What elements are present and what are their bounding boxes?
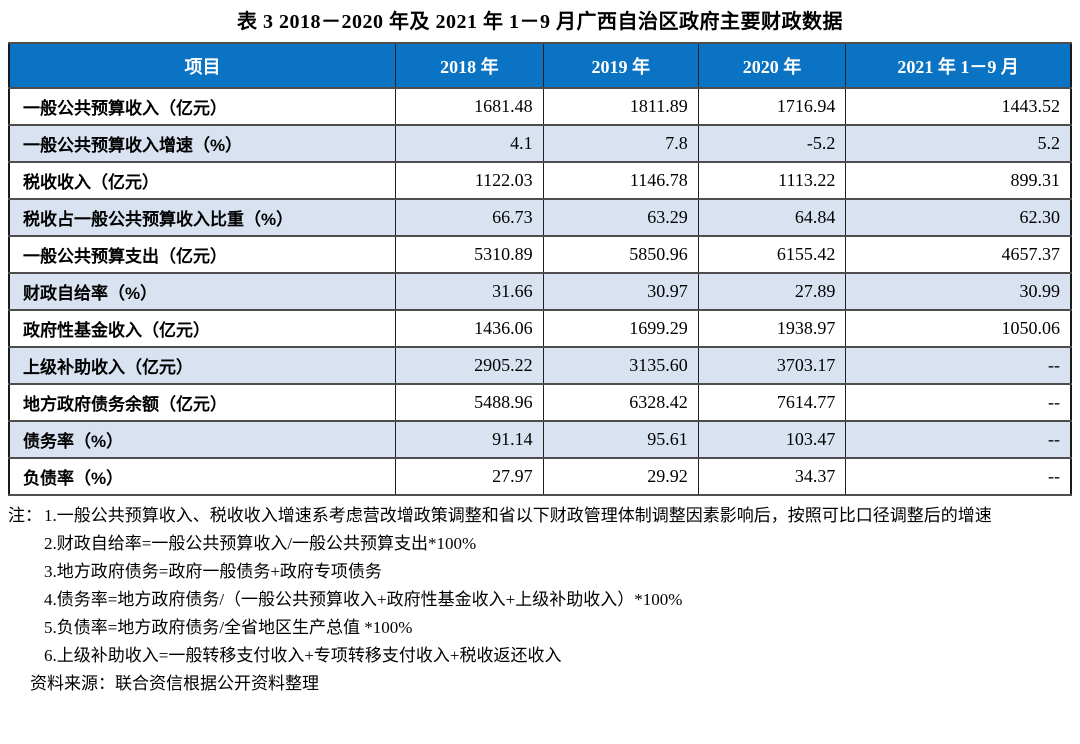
table-row-7: 上级补助收入（亿元） 2905.22 3135.60 3703.17 -- (8, 346, 1072, 385)
row-value: 63.29 (542, 198, 699, 237)
row-value: 34.37 (697, 457, 847, 496)
row-label: 负债率（%） (8, 457, 397, 496)
notes-prefix-label: 注： (8, 506, 42, 525)
row-value: 1113.22 (697, 161, 847, 200)
table-row-5: 财政自给率（%） 31.66 30.97 27.89 30.99 (8, 272, 1072, 311)
row-label: 一般公共预算收入增速（%） (8, 124, 397, 163)
column-header-1: 2018 年 (395, 42, 544, 89)
row-value: 4.1 (395, 124, 544, 163)
row-value: 1716.94 (697, 87, 847, 126)
row-value: 30.99 (845, 272, 1072, 311)
note-text-2: 2.财政自给率=一般公共预算收入/一般公共预算支出*100% (44, 534, 477, 553)
note-text-5: 5.负债率=地方政府债务/全省地区生产总值 *100% (44, 618, 413, 637)
table-row-8: 地方政府债务余额（亿元） 5488.96 6328.42 7614.77 -- (8, 383, 1072, 422)
report-page: 表 3 2018－2020 年及 2021 年 1－9 月广西自治区政府主要财政… (8, 11, 1072, 698)
row-value: 4657.37 (845, 235, 1072, 274)
table-title: 表 3 2018－2020 年及 2021 年 1－9 月广西自治区政府主要财政… (237, 11, 843, 33)
table-row-4: 一般公共预算支出（亿元） 5310.89 5850.96 6155.42 4657.37 (8, 235, 1072, 274)
row-label: 税收收入（亿元） (8, 161, 397, 200)
table-row-6: 政府性基金收入（亿元） 1436.06 1699.29 1938.97 1050.06 (8, 309, 1072, 348)
row-value: 5.2 (845, 124, 1072, 163)
row-value: 1699.29 (542, 309, 699, 348)
row-label: 地方政府债务余额（亿元） (8, 383, 397, 422)
table-header: 项目 2018 年 2019 年 2020 年 2021 年 1－9 月 (8, 42, 1072, 89)
column-header-2: 2019 年 (542, 42, 699, 89)
row-value: 7.8 (542, 124, 699, 163)
row-value: 1938.97 (697, 309, 847, 348)
row-value: 5850.96 (542, 235, 699, 274)
row-value: 3135.60 (542, 346, 699, 385)
row-value: 2905.22 (395, 346, 544, 385)
row-label: 上级补助收入（亿元） (8, 346, 397, 385)
row-value: 30.97 (542, 272, 699, 311)
row-label: 一般公共预算支出（亿元） (8, 235, 397, 274)
table-body: 一般公共预算收入（亿元） 1681.48 1811.89 1716.94 1443.52… (8, 87, 1072, 496)
row-value: 3703.17 (697, 346, 847, 385)
row-value: 6155.42 (697, 235, 847, 274)
row-value: 91.14 (395, 420, 544, 459)
row-label: 财政自给率（%） (8, 272, 397, 311)
row-value: 64.84 (697, 198, 847, 237)
row-value: 1436.06 (395, 309, 544, 348)
row-value: 1122.03 (395, 161, 544, 200)
row-value: -5.2 (697, 124, 847, 163)
data-source-line: 资料来源：联合资信根据公开资料整理 (30, 674, 319, 693)
table-row-9: 债务率（%） 91.14 95.61 103.47 -- (8, 420, 1072, 459)
row-label: 税收占一般公共预算收入比重（%） (8, 198, 397, 237)
row-value: 27.89 (697, 272, 847, 311)
notes-section: 注： 1.一般公共预算收入、税收收入增速系考虑营改增政策调整和省以下财政管理体制… (8, 502, 1072, 698)
row-value: 103.47 (697, 420, 847, 459)
row-value: -- (845, 420, 1072, 459)
note-text-3: 3.地方政府债务=政府一般债务+政府专项债务 (44, 562, 382, 581)
fiscal-data-table: 项目 2018 年 2019 年 2020 年 2021 年 1－9 月 一般公共预算收… (8, 42, 1072, 496)
row-value: 5488.96 (395, 383, 544, 422)
row-value: 31.66 (395, 272, 544, 311)
row-value: -- (845, 383, 1072, 422)
column-header-3: 2020 年 (697, 42, 847, 89)
table-row-2: 税收收入（亿元） 1122.03 1146.78 1113.22 899.31 (8, 161, 1072, 200)
table-row-1: 一般公共预算收入增速（%） 4.1 7.8 -5.2 5.2 (8, 124, 1072, 163)
row-value: 66.73 (395, 198, 544, 237)
row-label: 一般公共预算收入（亿元） (8, 87, 397, 126)
row-label: 政府性基金收入（亿元） (8, 309, 397, 348)
row-value: 1681.48 (395, 87, 544, 126)
row-value: 7614.77 (697, 383, 847, 422)
row-label: 债务率（%） (8, 420, 397, 459)
row-value: -- (845, 457, 1072, 496)
note-text-4: 4.债务率=地方政府债务/（一般公共预算收入+政府性基金收入+上级补助收入）*1… (44, 590, 683, 609)
note-text-1: 1.一般公共预算收入、税收收入增速系考虑营改增政策调整和省以下财政管理体制调整因… (44, 506, 992, 525)
row-value: 899.31 (845, 161, 1072, 200)
note-text-6: 6.上级补助收入=一般转移支付收入+专项转移支付收入+税收返还收入 (44, 646, 562, 665)
table-row-0: 一般公共预算收入（亿元） 1681.48 1811.89 1716.94 1443.52 (8, 87, 1072, 126)
note-line-1: 注： 1.一般公共预算收入、税收收入增速系考虑营改增政策调整和省以下财政管理体制… (8, 502, 1072, 530)
row-value: 62.30 (845, 198, 1072, 237)
row-value: 1050.06 (845, 309, 1072, 348)
column-header-4: 2021 年 1－9 月 (845, 42, 1072, 89)
table-row-10: 负债率（%） 27.97 29.92 34.37 -- (8, 457, 1072, 496)
row-value: -- (845, 346, 1072, 385)
row-value: 27.97 (395, 457, 544, 496)
row-value: 29.92 (542, 457, 699, 496)
row-value: 5310.89 (395, 235, 544, 274)
table-header-row: 项目 2018 年 2019 年 2020 年 2021 年 1－9 月 (8, 42, 1072, 89)
table-row-3: 税收占一般公共预算收入比重（%） 66.73 63.29 64.84 62.30 (8, 198, 1072, 237)
notes-list: 2.财政自给率=一般公共预算收入/一般公共预算支出*100% 3.地方政府债务=政… (8, 530, 1072, 670)
row-value: 95.61 (542, 420, 699, 459)
row-value: 1146.78 (542, 161, 699, 200)
column-header-0: 项目 (8, 42, 397, 89)
row-value: 6328.42 (542, 383, 699, 422)
row-value: 1443.52 (845, 87, 1072, 126)
row-value: 1811.89 (542, 87, 699, 126)
